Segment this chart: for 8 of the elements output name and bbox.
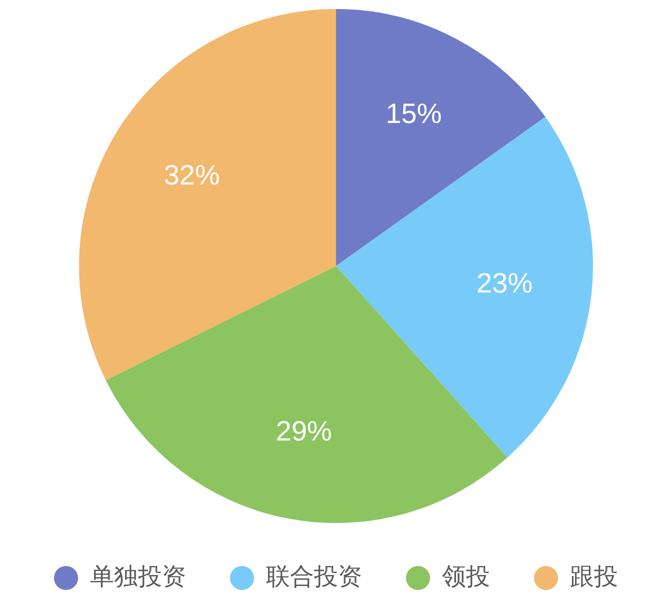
data-label: 29% — [276, 415, 332, 446]
data-label: 15% — [386, 98, 442, 129]
data-label: 32% — [164, 159, 220, 190]
legend-label: 领投 — [442, 564, 490, 591]
legend-label: 跟投 — [570, 564, 618, 591]
legend-label: 联合投资 — [266, 564, 362, 591]
legend-label: 单独投资 — [90, 564, 186, 591]
data-label: 23% — [476, 268, 533, 299]
